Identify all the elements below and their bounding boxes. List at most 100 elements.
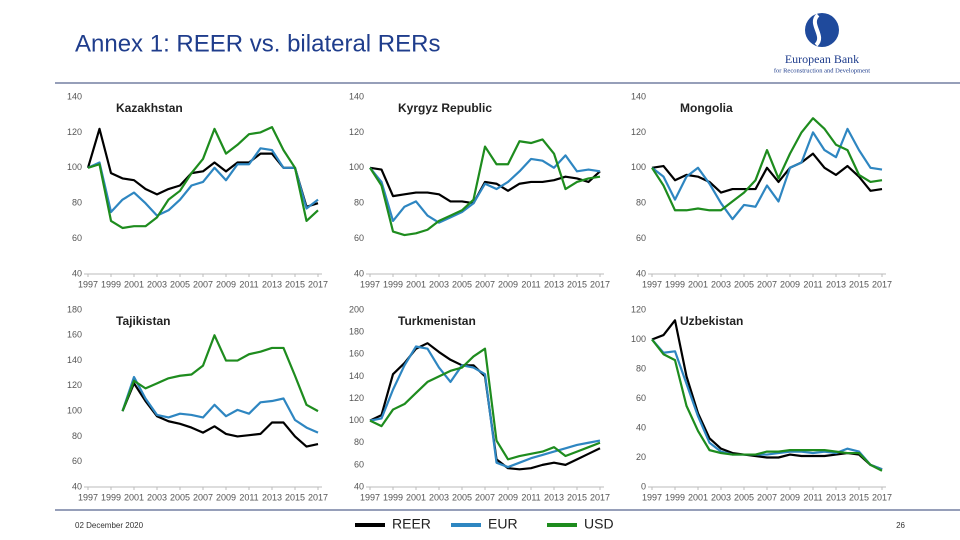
x-tick-label: 1999 [101, 492, 121, 502]
x-tick-label: 2003 [147, 279, 167, 289]
series-line [121, 382, 319, 448]
y-tick-label: 80 [72, 198, 82, 208]
logo-emblem [805, 13, 839, 47]
chart-title: Tajikistan [116, 314, 170, 328]
x-tick-label: 2005 [734, 279, 754, 289]
x-tick-label: 2015 [849, 492, 869, 502]
x-tick-label: 2007 [193, 492, 213, 502]
series-line [651, 319, 883, 471]
x-tick-label: 2001 [406, 492, 426, 502]
legend-label: REER [392, 516, 431, 532]
series-line [121, 334, 319, 413]
x-tick-label: 2013 [544, 492, 564, 502]
x-tick-label: 1997 [642, 492, 662, 502]
chart-title: Kazakhstan [116, 101, 183, 115]
series-line [651, 152, 883, 194]
y-tick-label: 60 [72, 456, 82, 466]
logo: European Bank for Reconstruction and Dev… [774, 13, 870, 74]
chart-title: Turkmenistan [398, 314, 476, 328]
x-tick-label: 1999 [665, 279, 685, 289]
y-tick-label: 140 [67, 355, 82, 365]
y-tick-label: 40 [636, 268, 646, 278]
y-tick-label: 200 [349, 304, 364, 314]
chart-title: Mongolia [680, 101, 733, 115]
x-tick-label: 2009 [216, 279, 236, 289]
y-tick-label: 100 [349, 415, 364, 425]
y-tick-label: 140 [349, 371, 364, 381]
x-tick-label: 1999 [383, 492, 403, 502]
chart-title: Uzbekistan [680, 314, 743, 328]
x-tick-label: 2013 [826, 492, 846, 502]
x-tick-label: 1997 [78, 492, 98, 502]
x-tick-label: 2013 [262, 492, 282, 502]
y-tick-label: 40 [354, 268, 364, 278]
y-tick-label: 120 [631, 127, 646, 137]
y-tick-label: 180 [67, 304, 82, 314]
series-line [87, 125, 319, 230]
y-tick-label: 40 [354, 481, 364, 491]
series-line [369, 342, 601, 471]
y-tick-label: 120 [349, 127, 364, 137]
y-tick-label: 100 [631, 162, 646, 172]
x-tick-label: 2005 [734, 492, 754, 502]
x-tick-label: 2009 [780, 492, 800, 502]
page-number: 26 [896, 521, 905, 530]
series-line [369, 154, 601, 224]
y-tick-label: 100 [631, 334, 646, 344]
x-tick-label: 2017 [872, 279, 892, 289]
x-tick-label: 2007 [475, 279, 495, 289]
y-tick-label: 120 [631, 304, 646, 314]
x-tick-label: 2007 [757, 279, 777, 289]
series-line [369, 347, 601, 461]
x-tick-label: 2001 [406, 279, 426, 289]
x-tick-label: 1997 [642, 279, 662, 289]
x-tick-label: 2003 [147, 492, 167, 502]
x-tick-label: 2003 [711, 492, 731, 502]
x-tick-label: 2013 [826, 279, 846, 289]
x-tick-label: 2011 [239, 492, 258, 502]
y-tick-label: 180 [349, 327, 364, 337]
x-tick-label: 2005 [170, 492, 190, 502]
chart-title: Kyrgyz Republic [398, 101, 492, 115]
x-tick-label: 2009 [780, 279, 800, 289]
x-tick-label: 1999 [101, 279, 121, 289]
logo-emblem-stroke [812, 13, 822, 47]
series-line [369, 345, 601, 469]
y-tick-label: 160 [67, 330, 82, 340]
y-tick-label: 40 [636, 422, 646, 432]
x-tick-label: 2017 [590, 279, 610, 289]
y-tick-label: 100 [67, 406, 82, 416]
y-tick-label: 80 [354, 198, 364, 208]
y-tick-label: 100 [349, 162, 364, 172]
x-tick-label: 2001 [688, 279, 708, 289]
slide-title: Annex 1: REER vs. bilateral RERs [75, 30, 440, 57]
y-tick-label: 60 [72, 233, 82, 243]
x-tick-label: 2017 [308, 492, 328, 502]
x-tick-label: 2005 [452, 492, 472, 502]
legend: REER EUR USD [355, 516, 614, 532]
y-tick-label: 140 [631, 91, 646, 101]
x-tick-label: 1999 [383, 279, 403, 289]
x-tick-label: 2003 [711, 279, 731, 289]
x-tick-label: 2003 [429, 279, 449, 289]
y-tick-label: 40 [72, 268, 82, 278]
legend-label: EUR [488, 516, 518, 532]
x-tick-label: 2015 [285, 492, 305, 502]
x-tick-label: 1999 [665, 492, 685, 502]
x-tick-label: 2011 [803, 492, 822, 502]
y-tick-label: 120 [67, 127, 82, 137]
y-tick-label: 60 [354, 233, 364, 243]
y-tick-label: 80 [72, 431, 82, 441]
x-tick-label: 2015 [567, 279, 587, 289]
series-line [369, 138, 601, 237]
footer-date: 02 December 2020 [75, 521, 144, 530]
x-tick-label: 2017 [590, 492, 610, 502]
x-tick-label: 2007 [475, 492, 495, 502]
x-tick-label: 2013 [544, 279, 564, 289]
y-tick-label: 160 [349, 349, 364, 359]
